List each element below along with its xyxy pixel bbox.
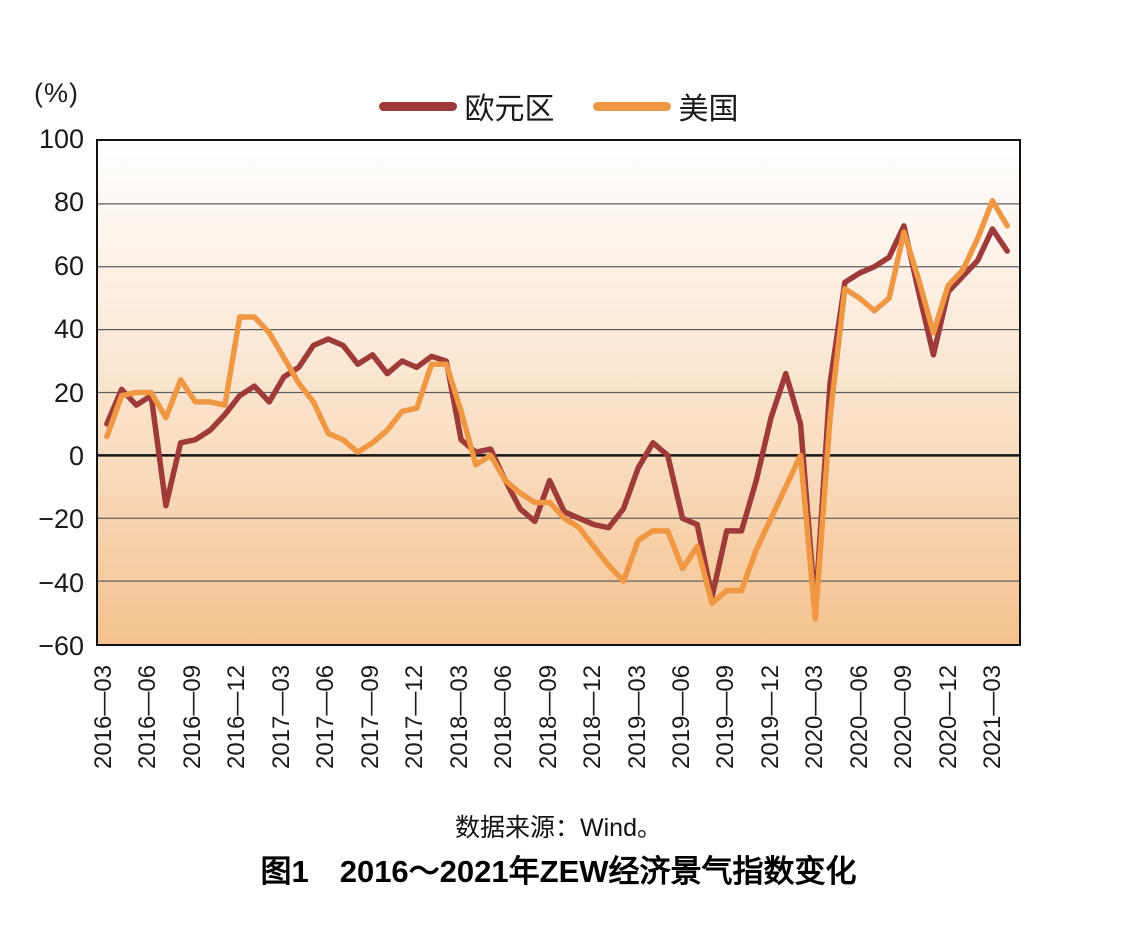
y-axis-unit-label: (%) (34, 78, 79, 108)
y-tick-label: −40 (38, 567, 84, 598)
us-line (107, 201, 1007, 619)
eurozone-line (107, 226, 1007, 610)
x-tick-label: 2017—12 (401, 664, 429, 769)
x-tick-label: 2017—03 (267, 664, 295, 769)
legend-item-eurozone: 欧元区 (378, 84, 555, 128)
y-tick-label: −20 (38, 504, 84, 535)
y-tick-label: 80 (53, 187, 84, 218)
x-tick-label: 2020—12 (934, 664, 962, 769)
x-tick-label: 2016—12 (223, 664, 251, 769)
eurozone-line-swatch (378, 101, 457, 111)
x-tick-label: 2021—03 (979, 664, 1007, 769)
y-tick-label: −60 (38, 631, 84, 661)
x-tick-label: 2019—03 (623, 664, 651, 769)
x-tick-label: 2016—09 (178, 664, 206, 769)
x-tick-label: 2018—03 (445, 664, 473, 769)
x-tick-label: 2020—09 (890, 664, 918, 769)
data-source-note: 数据来源：Wind。 (455, 814, 662, 842)
x-tick-label: 2017—09 (356, 664, 384, 769)
y-tick-label: 0 (68, 440, 84, 471)
x-tick-label: 2019—12 (756, 664, 784, 769)
x-tick-label: 2019—09 (712, 664, 740, 769)
x-tick-label: 2016—03 (89, 664, 117, 769)
x-tick-label: 2020—06 (845, 664, 873, 769)
x-tick-label: 2018—09 (534, 664, 562, 769)
x-tick-label: 2020—03 (801, 664, 829, 769)
legend-label-us: 美国 (678, 93, 739, 126)
chart-legend: 欧元区 美国 (96, 84, 1021, 128)
y-tick-label: 20 (53, 377, 84, 408)
legend-label-eurozone: 欧元区 (464, 93, 555, 126)
x-tick-label: 2016—06 (134, 664, 162, 769)
y-tick-label: 40 (53, 314, 84, 345)
x-tick-label: 2019—06 (668, 664, 696, 769)
legend-item-us: 美国 (592, 84, 739, 128)
us-line-swatch (592, 101, 671, 111)
plot-area (96, 139, 1021, 646)
x-tick-label: 2017—06 (312, 664, 340, 769)
x-tick-label: 2018—12 (579, 664, 607, 769)
y-tick-label: 100 (38, 124, 84, 154)
x-tick-label: 2018—06 (490, 664, 518, 769)
figure-title: 图1 2016～2021年ZEW经济景气指数变化 (260, 854, 857, 889)
y-tick-label: 60 (53, 250, 84, 281)
